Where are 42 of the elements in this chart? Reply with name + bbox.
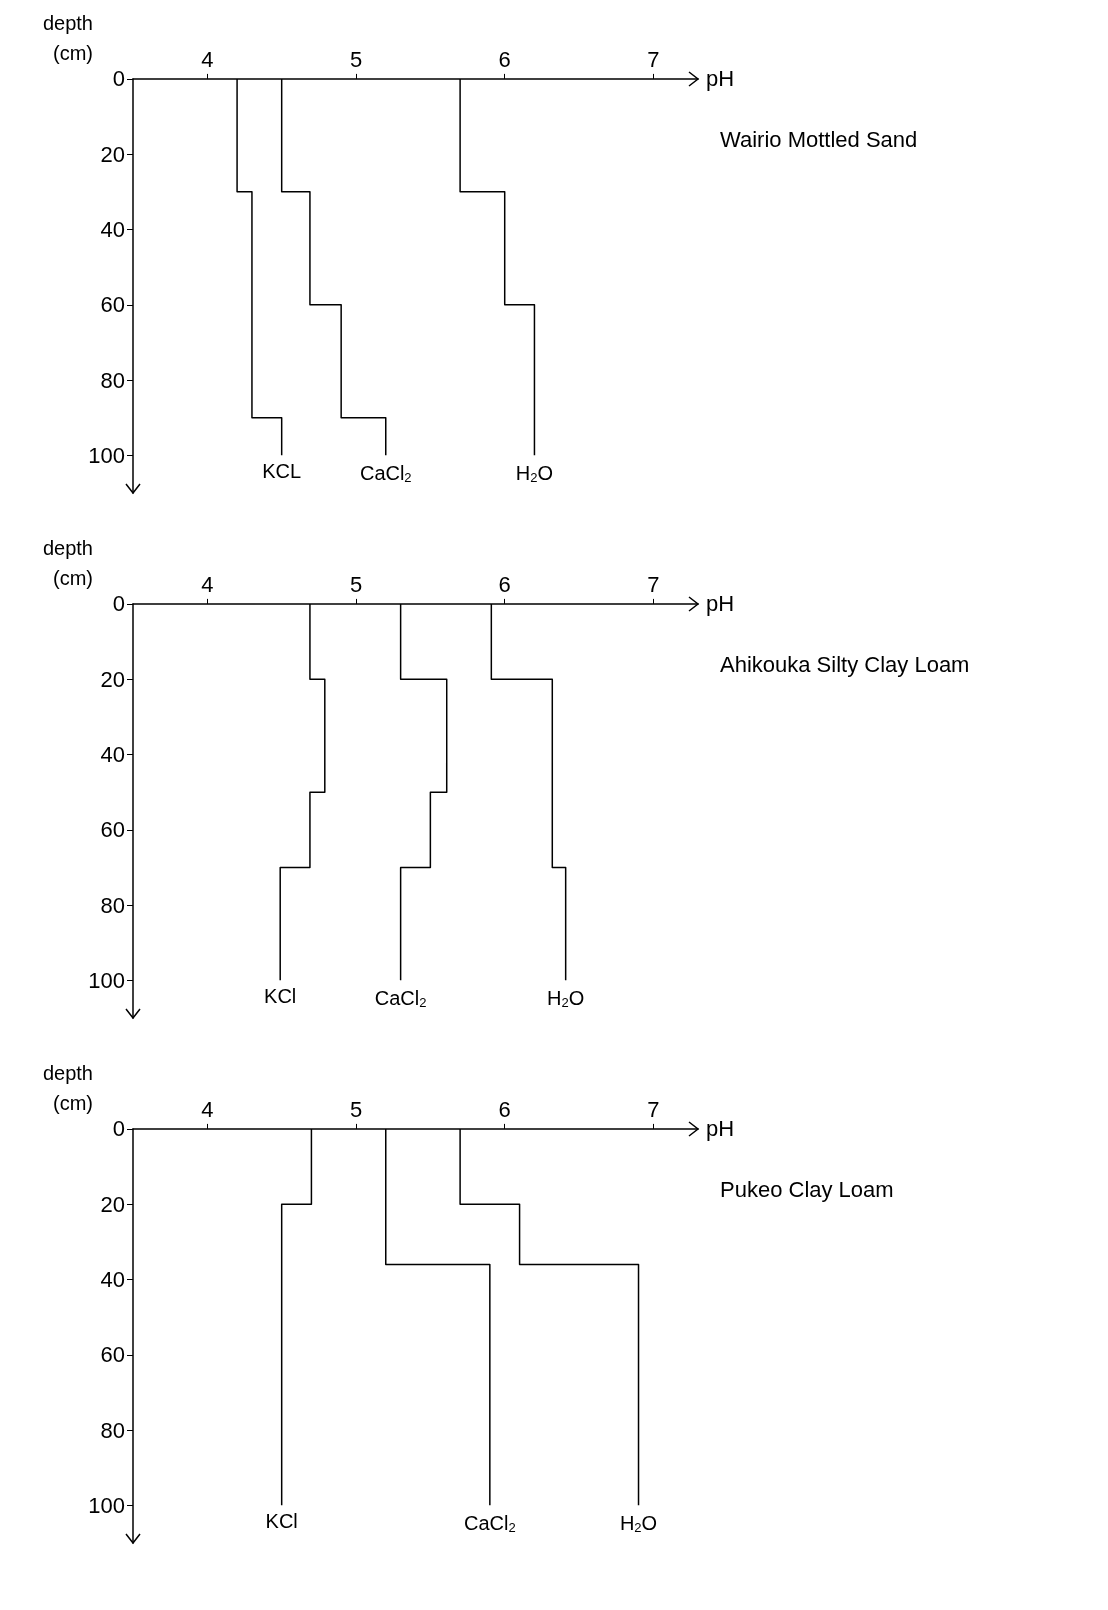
x-tick-label: 4 [201, 1097, 214, 1123]
x-tick-label: 7 [647, 1097, 660, 1123]
x-axis-title: pH [706, 591, 735, 617]
y-axis-title: depth (cm) [42, 537, 93, 589]
y-tick-label: 40 [100, 1266, 125, 1292]
x-tick-label: 6 [498, 1097, 511, 1123]
x-axis-title: pH [706, 66, 735, 92]
y-tick-label: 80 [100, 892, 125, 918]
y-tick-label: 20 [100, 1191, 125, 1217]
series-label: KCL [262, 460, 302, 483]
x-tick-label: 5 [349, 47, 363, 73]
x-tick-label: 6 [498, 47, 511, 73]
y-tick-label: 80 [100, 367, 125, 393]
y-tick-label: 0 [112, 1116, 125, 1142]
x-axis-title: pH [706, 1116, 735, 1142]
x-tick-label: 7 [647, 572, 660, 598]
x-tick-label: 5 [349, 1097, 363, 1123]
y-tick-label: 40 [100, 741, 125, 767]
y-tick-label: 20 [100, 666, 125, 692]
x-tick-label: 7 [647, 47, 660, 73]
y-tick-label: 100 [88, 967, 125, 993]
text: Ahikouka Silty Clay Loam [720, 651, 970, 677]
y-tick-label: 100 [88, 1492, 125, 1518]
y-tick-label: 60 [100, 292, 125, 318]
y-tick-label: 60 [100, 1342, 125, 1368]
x-tick-label: 5 [349, 572, 363, 598]
x-tick-label: 4 [201, 572, 214, 598]
y-tick-label: 60 [100, 817, 125, 843]
series-label: KCl [265, 1510, 298, 1533]
y-axis-title: depth (cm) [42, 1062, 93, 1114]
y-tick-label: 100 [88, 442, 125, 468]
y-tick-label: 0 [112, 591, 125, 617]
y-tick-label: 40 [100, 216, 125, 242]
y-tick-label: 0 [112, 66, 125, 92]
x-tick-label: 6 [498, 572, 511, 598]
x-tick-label: 4 [201, 47, 214, 73]
text: Wairio Mottled Sand [720, 126, 918, 152]
text: Pukeo Clay Loam [720, 1176, 894, 1202]
series-label: KCl [264, 985, 297, 1008]
y-tick-label: 80 [100, 1417, 125, 1443]
y-axis-title: depth (cm) [42, 12, 93, 64]
y-tick-label: 20 [100, 141, 125, 167]
